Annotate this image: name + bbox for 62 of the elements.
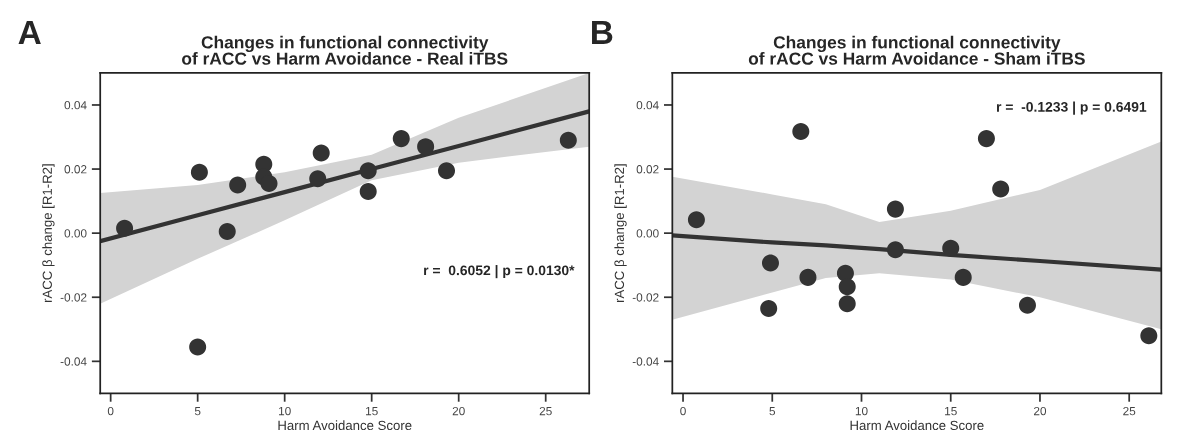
point — [992, 180, 1010, 198]
point — [218, 223, 236, 241]
x-axis-title: Harm Avoidance Score — [278, 420, 412, 431]
point — [312, 144, 330, 162]
x-tick-label: 5 — [769, 407, 776, 416]
point — [838, 295, 856, 313]
annotation: r = -0.1233 | p = 0.6491 — [996, 101, 1147, 115]
y-tick-label: 0.00 — [64, 229, 87, 238]
point — [1018, 296, 1036, 314]
point — [229, 176, 247, 194]
point — [392, 130, 410, 148]
point — [977, 130, 995, 148]
point — [760, 299, 778, 317]
point — [116, 219, 134, 237]
x-tick-label: 20 — [1033, 406, 1047, 416]
y-tick-label: -0.02 — [60, 293, 87, 302]
point — [438, 162, 456, 180]
y-tick-label: 0.00 — [636, 229, 659, 238]
x-tick-label: 10 — [279, 406, 291, 416]
x-tick-label: 15 — [945, 407, 957, 416]
y-tick-label: 0.02 — [636, 165, 659, 174]
point — [886, 241, 904, 259]
point — [761, 254, 779, 272]
x-tick-label: 5 — [194, 407, 201, 416]
point — [799, 268, 817, 286]
y-tick-label: -0.02 — [632, 293, 659, 302]
point — [189, 338, 207, 356]
x-tick-label: 0 — [107, 406, 114, 416]
x-tick-label: 10 — [855, 406, 868, 416]
point — [942, 239, 960, 257]
point — [190, 163, 208, 181]
x-axis-title: Harm Avoidance Score — [850, 420, 984, 431]
point — [559, 131, 577, 149]
y-tick-label: -0.04 — [632, 357, 659, 366]
y-tick-label: 0.02 — [64, 165, 87, 174]
x-tick-label: 20 — [452, 406, 465, 416]
text: B — [592, 20, 613, 44]
y-tick-label: 0.04 — [636, 101, 659, 110]
y-axis-title: rACC β change [R1-R2] — [42, 164, 55, 303]
chart-title: Changes in functional connectivity of rACC vs Harm Avoidance - Real iTBS — [182, 35, 508, 65]
chart-title: Changes in functional connectivity of rACC vs Harm Avoidance - Sham iTBS — [748, 35, 1085, 65]
x-tick-label: 0 — [680, 406, 686, 416]
y-tick-label: 0.04 — [64, 101, 87, 110]
point — [359, 182, 377, 200]
point — [260, 174, 278, 192]
point — [954, 268, 972, 286]
point — [886, 200, 904, 218]
x-tick-label: 25 — [1123, 406, 1136, 416]
y-tick-label: -0.04 — [60, 357, 87, 366]
annotation: r = 0.6052 | p = 0.0130* — [424, 265, 575, 279]
point — [838, 278, 856, 296]
point — [1140, 327, 1158, 345]
point — [309, 170, 327, 188]
x-tick-label: 15 — [366, 407, 378, 416]
text: A — [18, 20, 41, 44]
line-series — [100, 109, 590, 244]
x-tick-label: 25 — [539, 406, 552, 416]
point — [417, 138, 435, 156]
point — [359, 162, 377, 180]
y-axis-title: rACC β change [R1-R2] — [614, 164, 627, 303]
point — [687, 211, 705, 229]
point — [792, 123, 810, 141]
